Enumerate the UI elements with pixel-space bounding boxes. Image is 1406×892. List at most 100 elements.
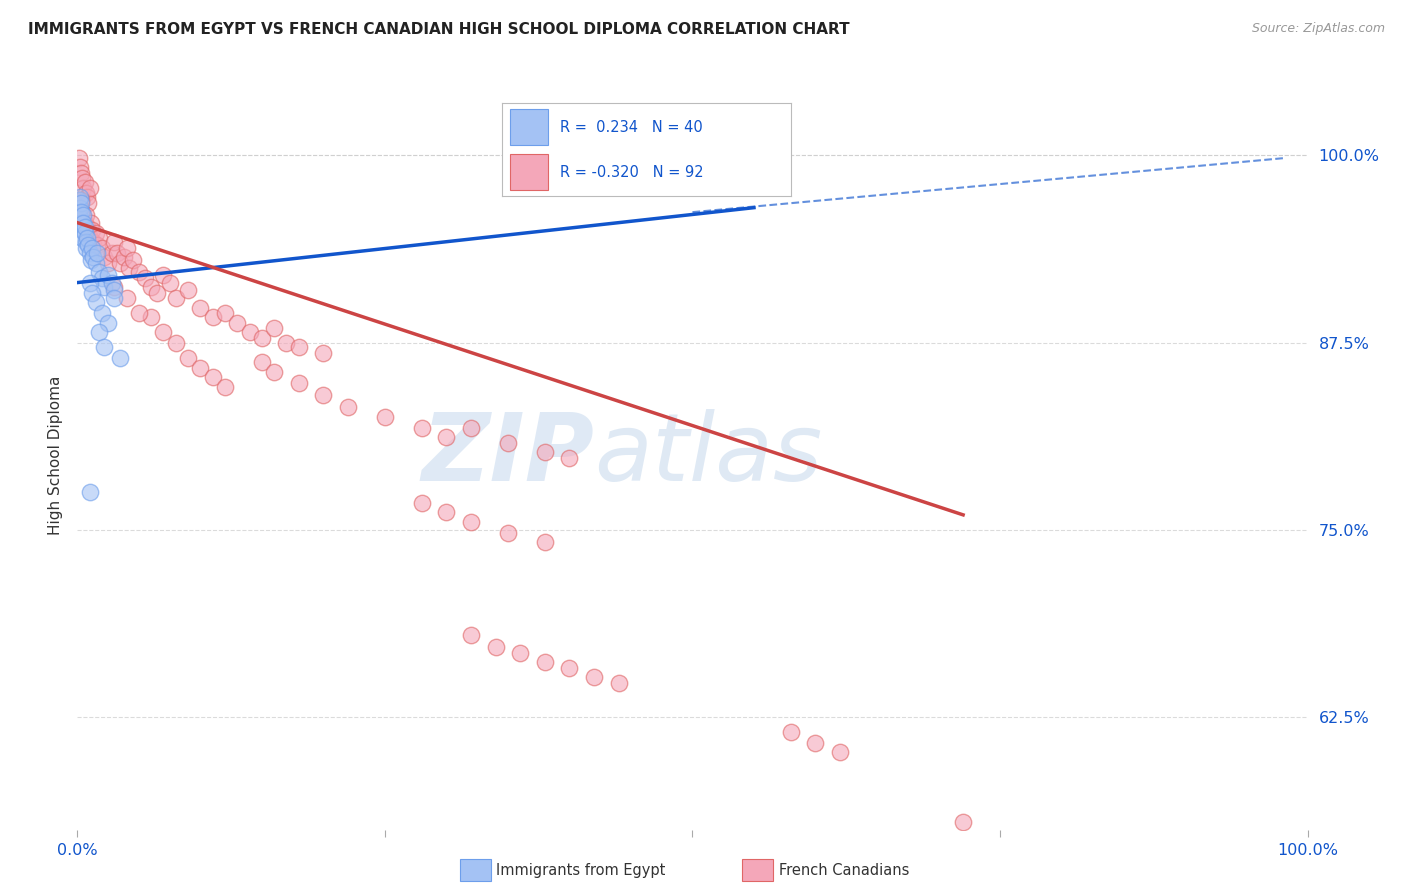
Point [103, 291, 125, 305]
Point [115, 241, 138, 255]
Point [159, 276, 181, 290]
Point [75, 186, 97, 200]
Point [86, 245, 108, 260]
Point [165, 291, 187, 305]
Point [77, 238, 100, 252]
Point [146, 286, 169, 301]
Point [496, 525, 519, 540]
Point [93, 280, 115, 294]
Point [75, 208, 97, 222]
Point [226, 316, 249, 330]
Point [76, 190, 98, 204]
Point [90, 305, 114, 319]
Point [188, 301, 212, 315]
Point [830, 745, 852, 759]
Point [312, 388, 335, 402]
Point [804, 736, 827, 750]
Point [101, 245, 124, 260]
Point [103, 235, 125, 249]
Point [177, 283, 200, 297]
Point [69, 160, 91, 174]
Point [70, 166, 93, 180]
Point [89, 230, 111, 244]
Point [82, 286, 104, 301]
Point [89, 265, 111, 279]
Point [374, 410, 396, 425]
Point [121, 253, 143, 268]
Point [118, 260, 141, 275]
Point [558, 450, 581, 465]
Point [82, 241, 104, 255]
Point [115, 291, 138, 305]
Point [84, 256, 107, 270]
Point [188, 361, 212, 376]
Point [84, 226, 107, 240]
Point [82, 223, 104, 237]
Point [97, 316, 120, 330]
Point [214, 380, 236, 394]
Point [105, 245, 128, 260]
Point [276, 335, 298, 350]
Point [97, 268, 120, 282]
Point [72, 181, 94, 195]
Point [69, 211, 91, 226]
Point [79, 276, 101, 290]
Point [70, 196, 93, 211]
Point [496, 436, 519, 450]
Point [84, 295, 107, 310]
Point [239, 325, 262, 339]
Point [103, 283, 125, 297]
Point [607, 675, 630, 690]
Text: Source: ZipAtlas.com: Source: ZipAtlas.com [1251, 22, 1385, 36]
Text: atlas: atlas [595, 409, 823, 500]
Point [69, 190, 91, 204]
Point [73, 226, 96, 240]
Point [110, 256, 132, 270]
Y-axis label: High School Diploma: High School Diploma [48, 376, 63, 534]
Point [70, 205, 93, 219]
Point [558, 661, 581, 675]
Point [73, 220, 96, 235]
Text: ZIP: ZIP [422, 409, 595, 501]
Point [79, 245, 101, 260]
Point [141, 310, 163, 324]
Point [534, 445, 557, 459]
Point [77, 196, 100, 211]
Point [70, 193, 93, 207]
Point [152, 268, 174, 282]
Point [70, 223, 93, 237]
Point [152, 325, 174, 339]
Point [128, 305, 150, 319]
Point [70, 170, 93, 185]
Point [250, 331, 273, 345]
Point [90, 271, 114, 285]
Point [70, 230, 93, 244]
Point [79, 181, 101, 195]
Point [90, 241, 114, 255]
Point [263, 366, 285, 380]
Point [73, 175, 96, 189]
Point [82, 250, 104, 264]
Point [70, 216, 93, 230]
Text: Immigrants from Egypt: Immigrants from Egypt [496, 863, 665, 878]
Point [534, 655, 557, 669]
Point [75, 235, 97, 249]
Point [79, 485, 101, 500]
Point [67, 208, 90, 222]
Point [112, 250, 135, 264]
Point [436, 430, 458, 444]
Point [583, 670, 606, 684]
Point [460, 516, 482, 530]
Point [460, 628, 482, 642]
Point [93, 340, 115, 354]
Point [73, 216, 96, 230]
Point [411, 496, 433, 510]
Point [263, 320, 285, 334]
Point [103, 280, 125, 294]
Point [86, 238, 108, 252]
Text: IMMIGRANTS FROM EGYPT VS FRENCH CANADIAN HIGH SCHOOL DIPLOMA CORRELATION CHART: IMMIGRANTS FROM EGYPT VS FRENCH CANADIAN… [28, 22, 849, 37]
Point [67, 151, 90, 165]
Point [69, 201, 91, 215]
Point [337, 400, 360, 414]
Point [201, 370, 224, 384]
